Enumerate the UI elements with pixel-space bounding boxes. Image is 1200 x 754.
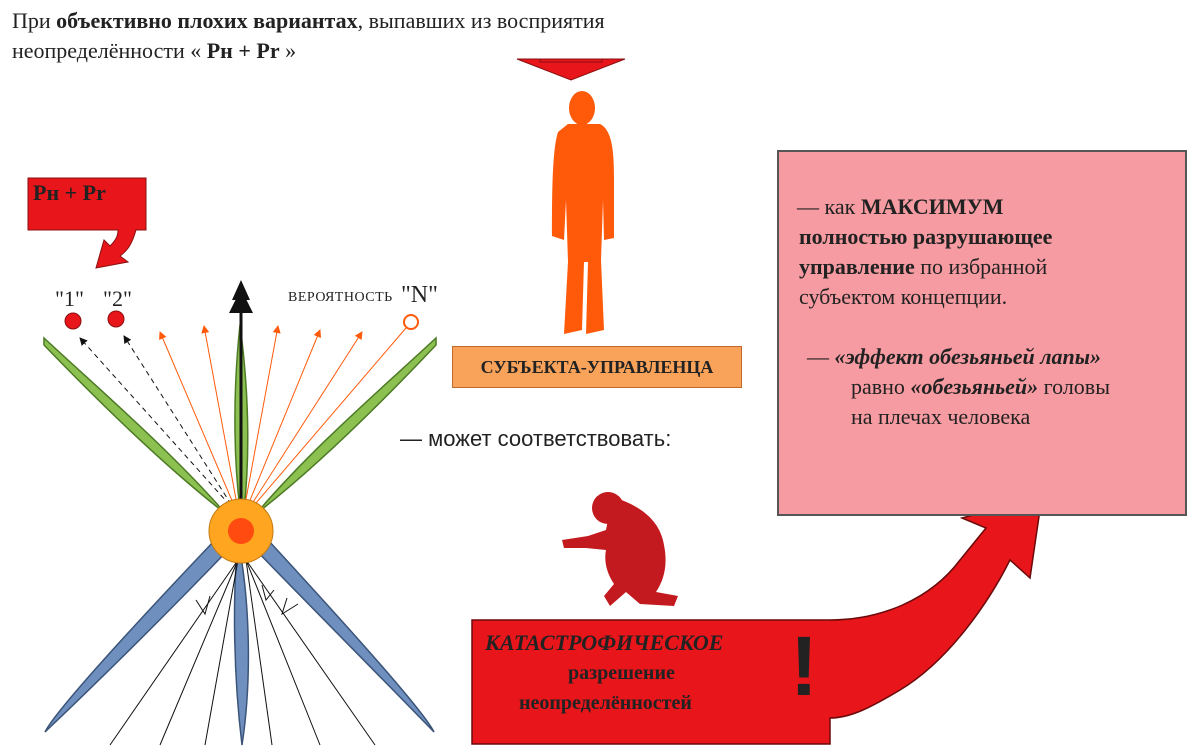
option-2-label: "2" — [103, 286, 132, 311]
dashed-arrow-2 — [123, 335, 237, 513]
outcome-line-1: — как МАКСИМУМ — [797, 194, 1004, 219]
outcome-line-2: полностью разрушающее — [799, 224, 1053, 249]
orange-rays — [159, 325, 407, 511]
header-line-2: неопределённости « Pн + Pr » — [12, 38, 297, 63]
exclamation-icon: ! — [790, 619, 818, 713]
probability-label: ВЕРОЯТНОСТЬ — [288, 290, 393, 305]
outcome-line-3: управление по избранной — [799, 254, 1048, 279]
catastrophe-line-3: неопределённостей — [519, 692, 692, 714]
standing-person-icon — [552, 91, 614, 334]
incoming-rays — [109, 559, 376, 746]
center-inner — [228, 518, 254, 544]
blue-leaves — [44, 539, 435, 746]
outcome-box: — как МАКСИМУМ полностью разрушающее упр… — [777, 150, 1187, 516]
catastrophe-line-2: разрешение — [568, 662, 675, 684]
option-2-dot — [107, 310, 125, 328]
option-n-dot — [403, 314, 419, 330]
header-line-1: При объективно плохих вариантах, выпавши… — [12, 8, 605, 33]
option-n-label: "N" — [401, 282, 438, 308]
pn-pr-label: Pн + Pr — [33, 180, 106, 205]
pn-pr-arrow-icon — [27, 177, 147, 269]
outcome-line-6: равно «обезьяньей» головы — [851, 374, 1110, 399]
subject-box: СУБЪЕКТА-УПРАВЛЕНЦА — [452, 346, 742, 388]
kneeling-person-icon — [562, 492, 678, 606]
outcome-line-7: на плечах человека — [851, 404, 1031, 429]
catastrophe-arrow-icon — [471, 494, 1043, 745]
option-1-label: "1" — [55, 286, 84, 311]
green-leaves — [43, 324, 437, 526]
option-1-dot — [64, 312, 82, 330]
top-down-arrow-icon — [516, 58, 626, 81]
corresponds-text: — может соответствовать: — [400, 426, 672, 451]
outcome-line-5: — «эффект обезьяньей лапы» — [807, 344, 1102, 369]
dashed-arrow-1 — [79, 337, 237, 513]
catastrophe-title: КАТАСТРОФИЧЕСКОЕ — [485, 630, 724, 655]
outcome-line-4: субъектом концепции. — [799, 284, 1008, 309]
